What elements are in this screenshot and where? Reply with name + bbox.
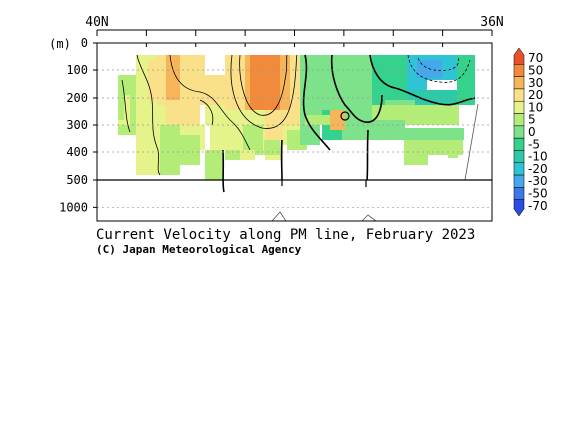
colorbar-swatch <box>513 47 525 65</box>
colorbar-label: 0 <box>528 125 536 139</box>
colorbar-label: -5 <box>528 137 540 151</box>
colorbar-label: 50 <box>528 63 543 77</box>
colorbar-swatch <box>513 162 525 176</box>
velocity-cell <box>205 105 225 125</box>
chart-title: Current Velocity along PM line, February… <box>96 227 475 243</box>
velocity-cell <box>240 150 255 160</box>
velocity-cell <box>225 150 245 160</box>
depth-tick-label: 1000 <box>59 200 88 214</box>
x-left-label: 40N <box>85 15 108 30</box>
x-right-label: 36N <box>480 15 503 30</box>
colorbar-label: -10 <box>528 150 548 164</box>
depth-tick-label: 0 <box>81 36 88 50</box>
depth-tick-label: 400 <box>66 145 88 159</box>
velocity-cell <box>305 115 330 125</box>
velocity-cell <box>404 128 464 140</box>
colorbar-swatch <box>513 174 525 188</box>
contour-line <box>169 54 251 151</box>
velocity-cell <box>344 55 372 100</box>
colorbar-label: -70 <box>528 199 548 213</box>
contour-line <box>230 54 298 129</box>
colorbar-label: 10 <box>528 100 543 114</box>
bottom-topography-line <box>271 211 287 222</box>
colorbar-label: -50 <box>528 187 548 201</box>
velocity-cell <box>300 125 320 145</box>
colorbar-label: 20 <box>528 88 543 102</box>
velocity-cell <box>210 125 225 150</box>
velocity-cell <box>300 55 322 125</box>
colorbar-label: -30 <box>528 174 548 188</box>
velocity-cell <box>162 140 172 170</box>
contour-ring <box>340 111 350 121</box>
contour-line <box>366 129 369 181</box>
contour-line <box>302 54 331 151</box>
velocity-cell <box>200 75 225 105</box>
gridlines <box>97 69 492 208</box>
velocity-cell <box>280 55 290 125</box>
velocity-cell <box>372 105 407 120</box>
contour-line <box>369 54 476 106</box>
contour-line <box>330 54 383 123</box>
colorbar-swatch <box>513 137 525 151</box>
velocity-cell <box>372 55 407 105</box>
velocity-cell <box>264 140 280 155</box>
y-unit-label: (m) <box>49 37 71 51</box>
bottom-topography-line <box>464 103 479 181</box>
depth-tick-label: 100 <box>66 63 88 77</box>
velocity-cell <box>407 90 457 108</box>
velocity-cell <box>243 125 263 155</box>
velocity-cell <box>370 120 405 140</box>
depth-tick-label: 300 <box>66 118 88 132</box>
velocity-cell <box>404 105 459 125</box>
depth-tick-label: 200 <box>66 91 88 105</box>
depth-tick-label: 500 <box>66 173 88 187</box>
colorbar-swatch <box>513 199 525 217</box>
colorbar-swatch <box>513 88 525 102</box>
velocity-cell <box>166 55 180 100</box>
velocity-cell <box>156 55 168 105</box>
velocity-cell <box>166 100 180 125</box>
contour-line <box>222 149 225 193</box>
velocity-cell <box>448 150 458 158</box>
latitude-ticks <box>96 30 493 47</box>
colorbar-label: -20 <box>528 162 548 176</box>
contour-line <box>239 54 288 116</box>
colorbar-swatch <box>513 100 525 114</box>
credit-text: (C) Japan Meteorological Agency <box>96 243 302 256</box>
colorbar-label: 5 <box>528 113 536 127</box>
velocity-cells <box>118 55 475 180</box>
velocity-cell <box>205 150 223 180</box>
velocity-cell <box>250 55 280 110</box>
contour-line <box>121 79 131 133</box>
velocity-cell <box>322 55 344 115</box>
velocity-cell <box>118 90 124 120</box>
depth-tick-labels: 0 100 200 300 400 500 1000 <box>59 36 97 214</box>
contour-lines <box>121 54 479 222</box>
colorbar-swatch <box>513 187 525 200</box>
colorbar-swatch <box>513 113 525 127</box>
velocity-cell <box>290 55 302 135</box>
colorbar-swatch <box>513 125 525 139</box>
velocity-cell <box>404 140 428 165</box>
velocity-cell <box>457 55 475 105</box>
colorbar-swatch <box>513 150 525 164</box>
contour-line <box>199 99 214 126</box>
velocity-cell <box>175 135 200 165</box>
colorbar-label: 30 <box>528 76 543 90</box>
bottom-topography-line <box>361 214 377 222</box>
colorbar-label: 70 <box>528 51 543 65</box>
velocity-cell <box>180 95 200 125</box>
colorbar-swatch <box>513 76 525 90</box>
colorbar-swatch <box>513 64 525 77</box>
contour-line <box>407 54 471 83</box>
